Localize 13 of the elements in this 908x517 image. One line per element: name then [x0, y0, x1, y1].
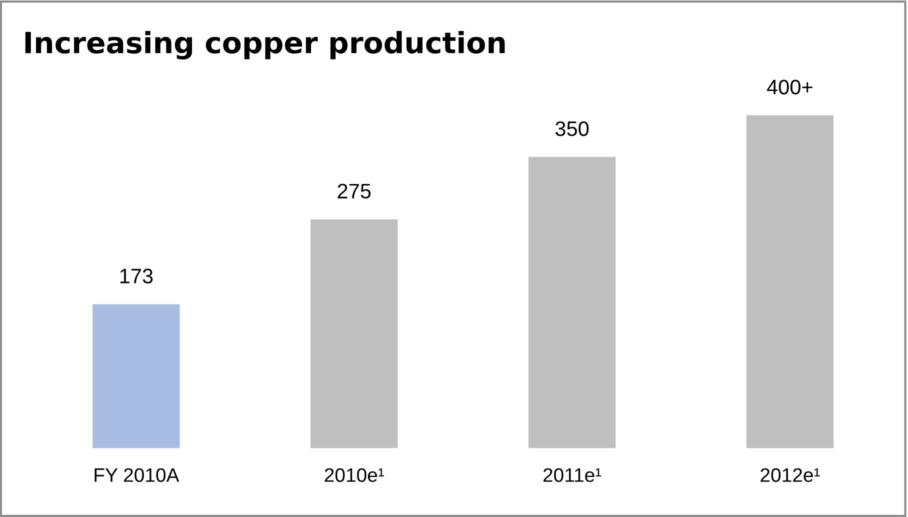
x-tick-label: 2011e¹ — [543, 468, 602, 482]
data-label: 400+ — [766, 80, 812, 94]
chart-title: Increasing copper production — [25, 31, 505, 60]
bar — [92, 304, 180, 448]
bar — [746, 115, 834, 448]
bar — [528, 156, 616, 448]
x-tick-label: FY 2010A — [94, 468, 180, 482]
x-tick-label: 2012e¹ — [760, 468, 820, 482]
bar — [310, 219, 398, 448]
data-label: 350 — [555, 121, 589, 136]
x-tick-label: 2010e¹ — [324, 468, 384, 482]
data-label: 275 — [338, 184, 371, 199]
data-label: 173 — [120, 268, 153, 284]
